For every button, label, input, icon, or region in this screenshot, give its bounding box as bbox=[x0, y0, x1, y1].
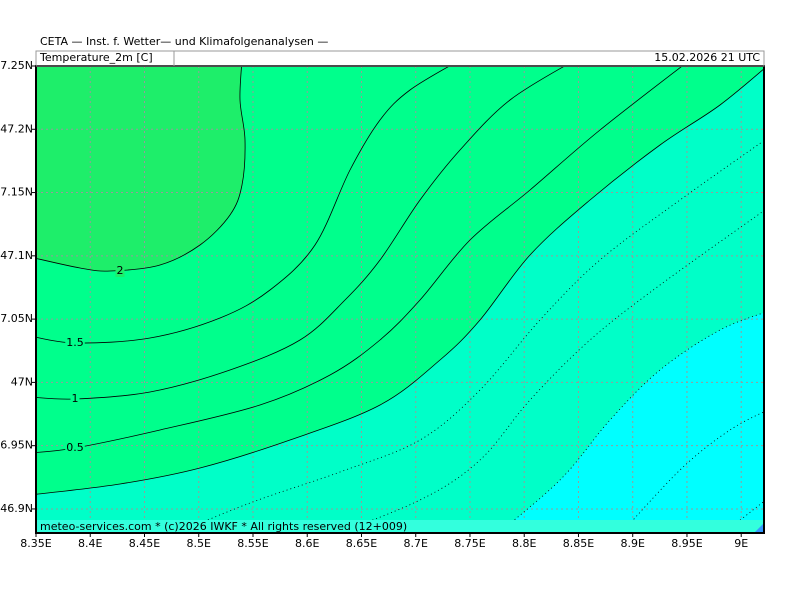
contour-label: 1 bbox=[72, 392, 79, 405]
contours bbox=[36, 66, 764, 533]
time: 15.02.2026 21 UTC bbox=[654, 51, 760, 64]
x-tick-label: 8.7E bbox=[404, 537, 428, 550]
contour-label-bg bbox=[65, 441, 85, 454]
x-tick-label: 8.35E bbox=[20, 537, 51, 550]
x-tick-label: 8.65E bbox=[346, 537, 377, 550]
contour-line bbox=[723, 500, 764, 533]
y-tick-label: 46.95N bbox=[0, 439, 33, 452]
region-warmest bbox=[36, 66, 246, 272]
y-tick-label: 47.15N bbox=[0, 186, 33, 199]
contour-line bbox=[36, 68, 764, 495]
x-tick-label: 9E bbox=[734, 537, 748, 550]
y-tick-label: 47.1N bbox=[0, 249, 33, 262]
x-tick-label: 8.55E bbox=[237, 537, 268, 550]
title: CETA — Inst. f. Wetter— und Klimafolgena… bbox=[40, 35, 328, 48]
grid bbox=[35, 65, 764, 533]
contour-line bbox=[36, 66, 566, 400]
contour-label: 0.5 bbox=[66, 441, 84, 454]
contour-labels: 2 1.5 1 0.5 bbox=[65, 264, 125, 454]
contour-label: 1.5 bbox=[66, 336, 84, 349]
contour-line bbox=[36, 66, 246, 272]
contour-line bbox=[36, 66, 451, 344]
contour-label-bg bbox=[70, 392, 80, 405]
footer: meteo-services.com * (c)2026 IWKF * All … bbox=[40, 520, 407, 533]
x-tick-label: 8.6E bbox=[295, 537, 319, 550]
y-tick-label: 47N bbox=[11, 375, 33, 388]
contour-label-bg bbox=[65, 336, 85, 349]
contour-line bbox=[36, 66, 683, 453]
field: Temperature_2m [C] bbox=[39, 51, 153, 64]
y-tick-label: 47.05N bbox=[0, 312, 33, 325]
x-tick-label: 8.5E bbox=[187, 537, 211, 550]
x-tick-label: 8.75E bbox=[454, 537, 485, 550]
x-tick-label: 8.4E bbox=[78, 537, 102, 550]
y-tick-label: 47.25N bbox=[0, 59, 33, 72]
x-tick-label: 8.9E bbox=[620, 537, 644, 550]
x-tick-label: 8.8E bbox=[512, 537, 536, 550]
contour-label: 2 bbox=[117, 264, 124, 277]
x-tick-label: 8.95E bbox=[671, 537, 702, 550]
contour-label-bg bbox=[115, 264, 125, 277]
y-tick-label: 47.2N bbox=[0, 122, 33, 135]
region-cold bbox=[498, 312, 764, 533]
field-box bbox=[35, 50, 175, 67]
y-tick-label: 46.9N bbox=[0, 502, 33, 515]
corner bbox=[754, 523, 764, 533]
fills bbox=[36, 66, 764, 533]
x-tick-label: 8.85E bbox=[563, 537, 594, 550]
x-tick-label: 8.45E bbox=[129, 537, 160, 550]
footer-strip bbox=[36, 520, 764, 533]
